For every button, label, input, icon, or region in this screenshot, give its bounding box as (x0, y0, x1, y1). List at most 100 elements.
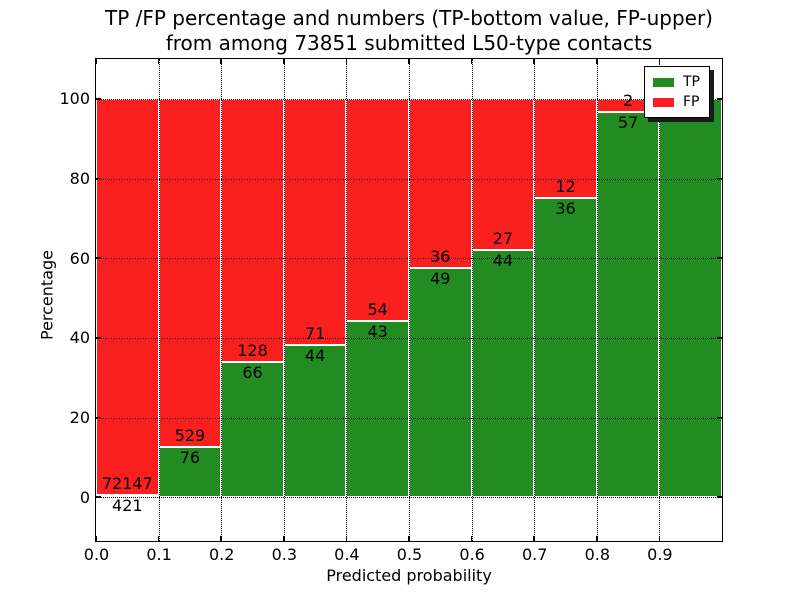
gridline-vertical (471, 59, 473, 541)
y-tick-mark (96, 257, 101, 259)
y-tick-mark (96, 416, 101, 419)
tp-count-label: 43 (367, 321, 388, 341)
bar-tp-segment (596, 112, 660, 498)
x-tick-mark (658, 536, 661, 541)
gridline-horizontal (96, 337, 722, 339)
x-tick-mark (220, 536, 222, 541)
gridline-vertical (409, 59, 410, 541)
gridline-horizontal (96, 417, 722, 419)
gridline-vertical (659, 59, 661, 541)
x-axis-label: Predicted probability (326, 566, 492, 585)
y-tick-mark (717, 177, 722, 180)
gridline-horizontal (96, 98, 722, 100)
x-tick-mark (658, 59, 661, 64)
tp-count-label: 36 (555, 199, 576, 219)
bar-fp-segment (346, 98, 409, 321)
y-tick-label: 100 (59, 89, 90, 109)
tp-count-label: 76 (179, 448, 201, 468)
y-tick-label: 20 (69, 408, 90, 427)
tp-count-label: 49 (430, 268, 451, 288)
x-tick-label: 0.8 (584, 545, 611, 564)
plot-area: 72147 421 529 76 128 66 71 44 54 43 36 49 27 44 12 36 2 5… (95, 58, 723, 542)
bar-tp-segment (471, 250, 535, 498)
bar-tp-segment (659, 98, 722, 498)
bar-fp-segment (96, 98, 159, 495)
x-tick-label: 0.0 (83, 545, 110, 564)
y-tick-mark (717, 337, 722, 339)
x-tick-mark (345, 536, 348, 541)
tp-count-label: 44 (304, 345, 326, 365)
x-tick-label: 0.9 (647, 545, 673, 564)
y-tick-mark (96, 496, 101, 498)
x-tick-label: 0.4 (334, 545, 360, 564)
y-tick-mark (717, 496, 722, 498)
fp-count-label: 54 (367, 299, 388, 319)
x-tick-mark (157, 59, 160, 64)
x-tick-mark (283, 536, 285, 541)
gridline-vertical (596, 59, 598, 541)
tp-count-label: 66 (242, 362, 263, 382)
y-tick-mark (717, 416, 722, 419)
x-tick-mark (345, 59, 348, 64)
fp-count-label: 128 (237, 340, 268, 360)
x-tick-label: 0.6 (459, 545, 485, 564)
bar-fp-segment (221, 98, 284, 362)
y-tick-label: 40 (69, 328, 90, 348)
fp-count-label: 72147 (101, 473, 153, 493)
fp-count-label: 36 (430, 246, 451, 266)
y-tick-label: 0 (79, 487, 90, 507)
tp-count-label: 44 (492, 251, 514, 271)
gridline-vertical (221, 59, 223, 541)
bar-fp-segment (158, 98, 222, 448)
bar-fp-segment (534, 98, 597, 199)
x-tick-mark (470, 536, 473, 541)
y-tick-label: 60 (69, 248, 90, 268)
tp-count-label: 421 (112, 495, 143, 515)
x-tick-label: 0.1 (146, 545, 172, 564)
legend-row: TP (653, 72, 700, 92)
chart-title-line2: from among 73851 submitted L50-type cont… (165, 31, 653, 55)
fp-count-label: 2 (623, 91, 634, 111)
fp-count-label: 27 (492, 229, 514, 249)
tp-count-label: 57 (617, 113, 639, 133)
fp-count-label: 529 (174, 426, 206, 446)
y-tick-mark (96, 337, 101, 339)
gridline-horizontal (96, 178, 722, 180)
gridline-horizontal (96, 258, 722, 260)
legend-swatch-tp (653, 77, 674, 87)
x-tick-mark (283, 59, 285, 64)
bar-tp-segment (221, 361, 284, 498)
x-tick-mark (470, 59, 473, 64)
y-tick-label: 80 (69, 169, 90, 188)
legend-label-fp: FP (683, 94, 700, 110)
x-tick-mark (533, 536, 535, 541)
x-tick-label: 0.5 (396, 545, 423, 564)
x-tick-label: 0.3 (271, 545, 298, 564)
bar-fp-segment (283, 98, 347, 345)
bar-tp-segment (534, 198, 597, 498)
gridline-vertical (534, 59, 536, 541)
x-tick-mark (157, 536, 160, 541)
legend-label-tp: TP (683, 74, 700, 90)
gridline-vertical (158, 59, 160, 541)
x-tick-mark (408, 59, 410, 64)
bar-tp-segment (96, 494, 159, 498)
bar-tp-segment (283, 344, 347, 498)
fp-count-label: 12 (555, 177, 576, 197)
x-tick-mark (596, 59, 598, 64)
x-tick-mark (408, 536, 410, 541)
x-tick-mark (596, 536, 598, 541)
gridline-horizontal (96, 497, 722, 499)
y-tick-mark (717, 98, 722, 100)
bar-tp-segment (409, 267, 472, 498)
legend-swatch-fp (653, 97, 674, 107)
x-tick-mark (95, 536, 97, 541)
x-tick-mark (95, 59, 97, 64)
x-tick-label: 0.7 (521, 545, 548, 564)
x-tick-mark (220, 59, 222, 64)
gridline-vertical (346, 59, 348, 541)
y-tick-mark (96, 177, 101, 180)
fp-count-label: 71 (304, 323, 326, 343)
y-tick-mark (717, 257, 722, 259)
